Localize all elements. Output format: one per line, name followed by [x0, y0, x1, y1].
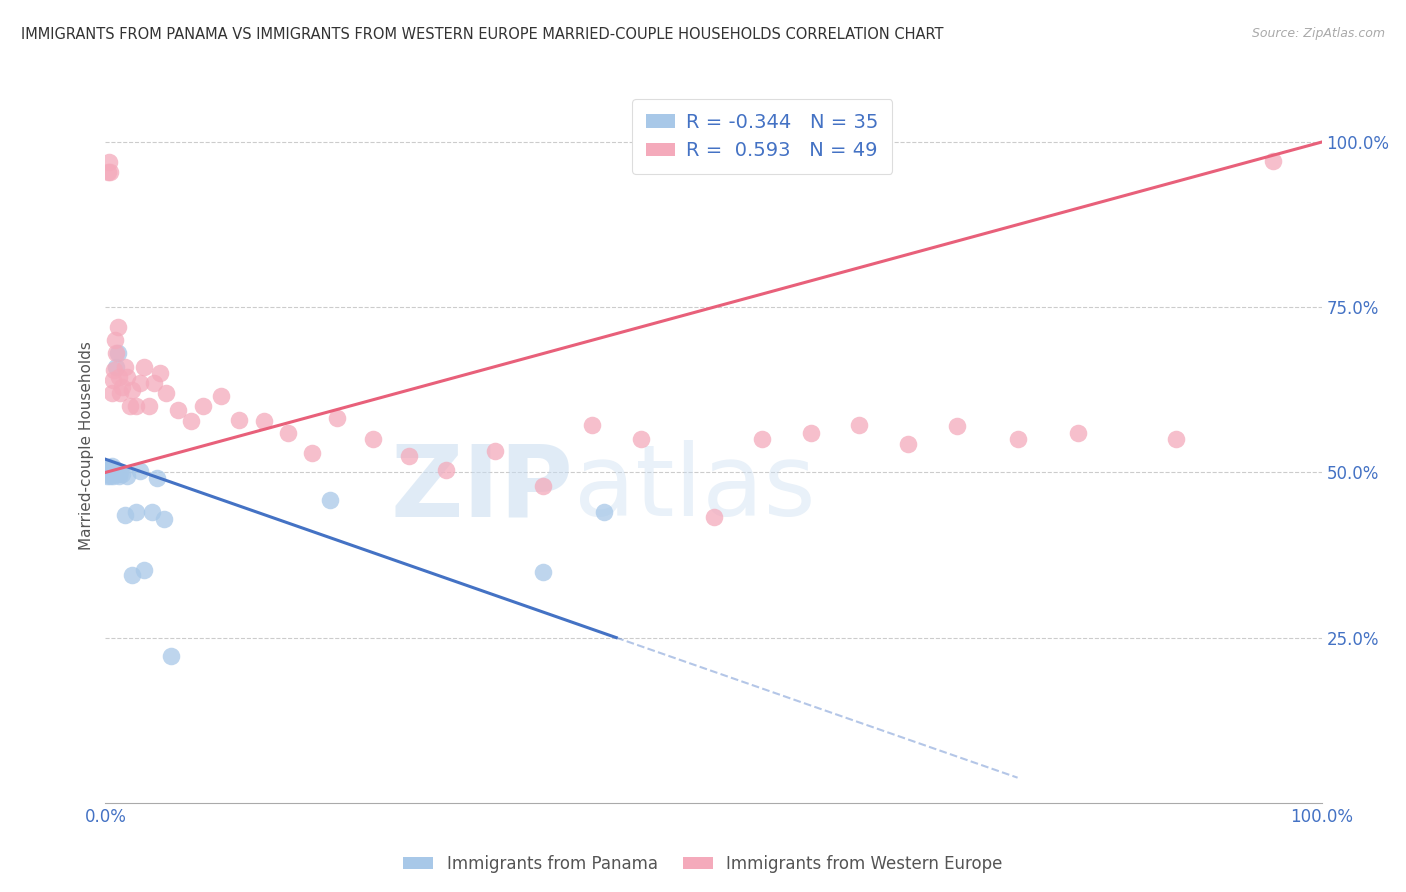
Point — [118, 400, 141, 414]
Point — [531, 565, 554, 579]
Legend: R = -0.344   N = 35, R =  0.593   N = 49: R = -0.344 N = 35, R = 0.593 N = 49 — [631, 99, 893, 174]
Point — [108, 468, 131, 483]
Point — [96, 466, 118, 480]
Point — [398, 449, 420, 463]
Point — [228, 412, 250, 426]
Point — [153, 511, 176, 525]
Point — [97, 467, 120, 481]
Point — [125, 505, 148, 519]
Text: ZIP: ZIP — [391, 441, 574, 537]
Point — [145, 471, 167, 485]
Point — [1261, 153, 1284, 168]
Point — [1007, 433, 1029, 447]
Point — [128, 376, 150, 391]
Point — [121, 383, 143, 397]
Point — [180, 414, 202, 428]
Text: atlas: atlas — [574, 441, 815, 537]
Point — [98, 165, 121, 179]
Point — [108, 386, 131, 401]
Point — [105, 359, 128, 374]
Point — [361, 433, 384, 447]
Point — [100, 458, 122, 473]
Point — [191, 400, 214, 414]
Point — [100, 386, 122, 401]
Point — [143, 376, 166, 391]
Point — [277, 425, 299, 440]
Point — [105, 346, 128, 360]
Point — [107, 346, 129, 360]
Point — [100, 467, 122, 481]
Point — [108, 466, 131, 480]
Point — [800, 425, 823, 440]
Point — [98, 464, 121, 478]
Point — [103, 466, 125, 480]
Point — [104, 333, 127, 347]
Point — [945, 419, 967, 434]
Point — [97, 165, 120, 179]
Point — [484, 443, 506, 458]
Point — [434, 463, 457, 477]
Point — [98, 462, 121, 476]
Point — [581, 417, 603, 432]
Point — [209, 389, 232, 403]
Point — [111, 379, 134, 393]
Point — [1067, 425, 1090, 440]
Point — [103, 466, 125, 480]
Point — [98, 460, 121, 475]
Point — [101, 464, 124, 478]
Point — [101, 468, 124, 483]
Point — [751, 433, 773, 447]
Text: Source: ZipAtlas.com: Source: ZipAtlas.com — [1251, 27, 1385, 40]
Point — [107, 320, 129, 334]
Y-axis label: Married-couple Households: Married-couple Households — [79, 342, 94, 550]
Point — [98, 154, 121, 169]
Point — [138, 400, 160, 414]
Point — [107, 467, 129, 481]
Point — [630, 433, 652, 447]
Point — [117, 369, 139, 384]
Point — [848, 417, 870, 432]
Point — [98, 468, 121, 483]
Point — [252, 414, 274, 428]
Point — [103, 363, 125, 377]
Point — [114, 359, 136, 374]
Point — [117, 468, 139, 483]
Point — [319, 493, 342, 508]
Point — [104, 462, 127, 476]
Point — [897, 437, 920, 451]
Point — [141, 505, 163, 519]
Point — [301, 445, 323, 459]
Legend: Immigrants from Panama, Immigrants from Western Europe: Immigrants from Panama, Immigrants from … — [396, 848, 1010, 880]
Point — [531, 478, 554, 492]
Point — [108, 369, 131, 384]
Point — [125, 400, 148, 414]
Point — [149, 367, 172, 381]
Point — [160, 649, 183, 664]
Point — [593, 505, 616, 519]
Point — [114, 508, 136, 523]
Point — [111, 467, 134, 481]
Point — [325, 411, 347, 425]
Point — [101, 373, 124, 387]
Point — [167, 402, 190, 417]
Point — [96, 468, 118, 483]
Point — [100, 466, 122, 480]
Point — [134, 359, 156, 374]
Point — [1164, 433, 1187, 447]
Point — [128, 464, 150, 478]
Point — [97, 462, 120, 476]
Point — [134, 563, 156, 577]
Point — [155, 386, 177, 401]
Point — [702, 509, 725, 524]
Point — [121, 567, 143, 582]
Text: IMMIGRANTS FROM PANAMA VS IMMIGRANTS FROM WESTERN EUROPE MARRIED-COUPLE HOUSEHOL: IMMIGRANTS FROM PANAMA VS IMMIGRANTS FRO… — [21, 27, 943, 42]
